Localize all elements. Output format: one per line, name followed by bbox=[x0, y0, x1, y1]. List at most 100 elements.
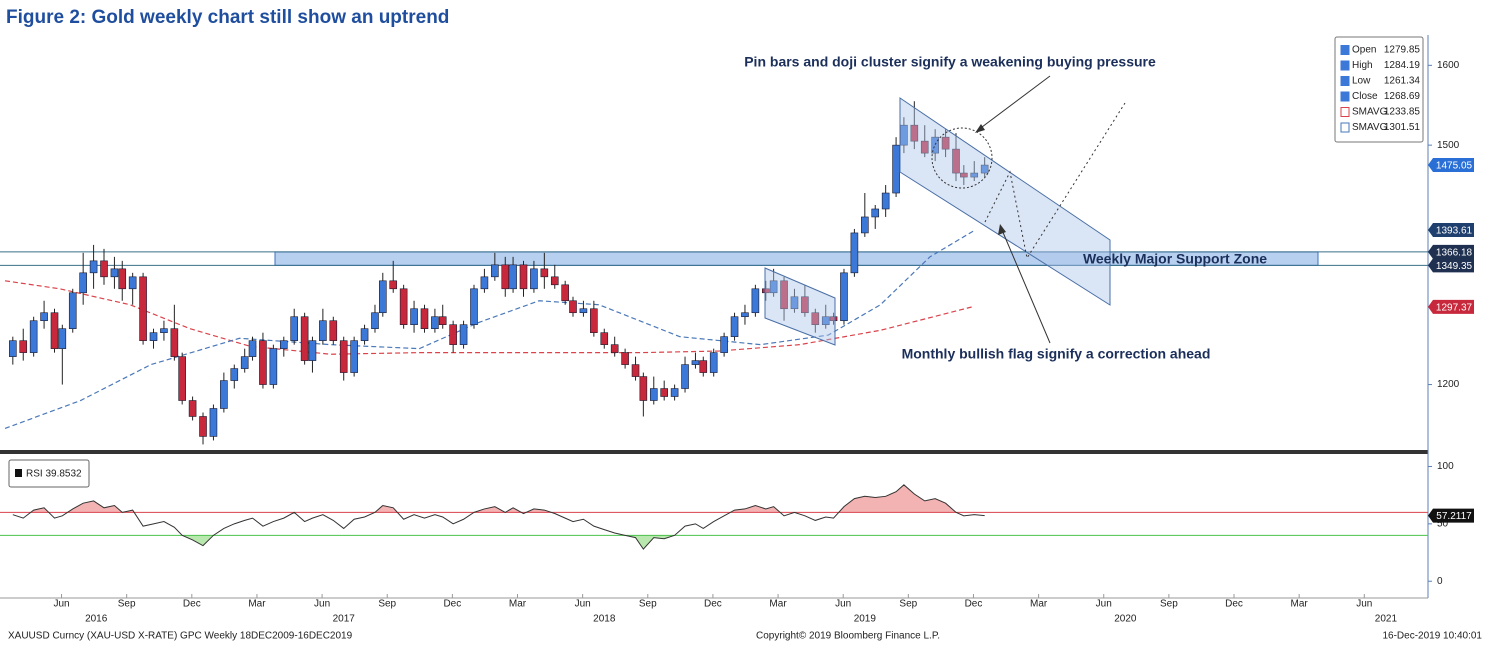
down-channel bbox=[899, 97, 1111, 306]
candle-body bbox=[449, 324, 457, 345]
price-badge bbox=[1428, 158, 1474, 173]
candle-body bbox=[610, 344, 619, 353]
candle-body bbox=[230, 368, 239, 381]
candle-body bbox=[920, 140, 929, 154]
candle-body bbox=[350, 340, 358, 373]
annotation: Monthly bullish flag signify a correctio… bbox=[902, 346, 1211, 362]
price-badge bbox=[1428, 299, 1474, 314]
candle-body bbox=[259, 340, 267, 385]
arrow-head bbox=[998, 224, 1006, 235]
legend-value: 1279.85 bbox=[1384, 45, 1421, 56]
x-year-label: 2020 bbox=[1114, 614, 1137, 625]
candle-body bbox=[509, 264, 517, 290]
candle-body bbox=[681, 364, 689, 389]
y-tick-label: 1200 bbox=[1437, 379, 1460, 390]
x-tick-label: Sep bbox=[899, 599, 917, 610]
candle-body bbox=[438, 316, 447, 326]
candle-body bbox=[960, 172, 968, 178]
candle-body bbox=[40, 312, 48, 322]
x-tick-label: Mar bbox=[248, 599, 266, 610]
candle-body bbox=[420, 308, 429, 329]
candle-body bbox=[139, 276, 147, 341]
rsi-line bbox=[12, 484, 985, 550]
candle-body bbox=[579, 308, 588, 314]
support-zone-label: Weekly Major Support Zone bbox=[1083, 250, 1267, 266]
x-tick-label: Mar bbox=[1291, 599, 1309, 610]
candle-body bbox=[389, 280, 398, 290]
candle-body bbox=[691, 360, 700, 365]
candle-body bbox=[600, 332, 609, 345]
chart-title: Figure 2: Gold weekly chart still show a… bbox=[6, 7, 449, 28]
price-badge bbox=[1428, 223, 1474, 238]
projection bbox=[984, 102, 1126, 260]
candle-body bbox=[980, 164, 989, 174]
x-tick-label: Jun bbox=[314, 599, 330, 610]
x-tick-label: Jun bbox=[1356, 599, 1372, 610]
candle-body bbox=[751, 288, 760, 314]
price-badge-label: 1475.05 bbox=[1436, 161, 1473, 172]
legend-name: Open bbox=[1352, 45, 1376, 56]
candle-body bbox=[970, 172, 979, 178]
candle-body bbox=[160, 328, 168, 333]
rsi-panel bbox=[0, 484, 1428, 550]
candle-body bbox=[58, 328, 67, 349]
candle-body bbox=[431, 316, 439, 329]
candle-body bbox=[660, 388, 668, 397]
legend-name: Close bbox=[1352, 91, 1378, 102]
candle-body bbox=[850, 232, 859, 274]
candle-body bbox=[240, 356, 249, 369]
candle-body bbox=[769, 280, 778, 294]
rsi-legend-box bbox=[8, 459, 90, 488]
candle-body bbox=[840, 272, 848, 322]
candle-body bbox=[561, 284, 569, 302]
candle-body bbox=[319, 320, 327, 341]
x-year-label: 2018 bbox=[593, 614, 616, 625]
legend-swatch bbox=[1340, 91, 1350, 102]
annotations bbox=[764, 75, 1126, 346]
legend-box bbox=[1334, 36, 1424, 143]
candle-body bbox=[220, 380, 228, 409]
candle-body bbox=[952, 148, 960, 174]
candle-body bbox=[79, 272, 87, 294]
legend-value: 1261.34 bbox=[1384, 76, 1421, 87]
rsi-legend-swatch bbox=[15, 469, 22, 477]
rsi-y-tick-label: 0 bbox=[1437, 576, 1443, 587]
x-tick-label: Dec bbox=[704, 599, 722, 610]
x-tick-label: Sep bbox=[118, 599, 136, 610]
candle-body bbox=[631, 364, 640, 377]
candle-body bbox=[29, 320, 38, 353]
candle-body bbox=[209, 408, 218, 437]
candle-body bbox=[118, 268, 127, 290]
price-badge-label: 1366.18 bbox=[1436, 248, 1473, 259]
candle-body bbox=[621, 352, 629, 365]
candle-body bbox=[128, 276, 137, 290]
candle-body bbox=[269, 348, 278, 385]
candle-body bbox=[540, 268, 549, 278]
price-badge bbox=[1428, 244, 1474, 259]
candle-body bbox=[699, 360, 708, 373]
y-tick-label: 1500 bbox=[1437, 140, 1460, 151]
candle-body bbox=[780, 280, 788, 310]
candle-body bbox=[881, 192, 890, 210]
candle-body bbox=[861, 216, 869, 234]
candle-body bbox=[590, 308, 598, 333]
candle-body bbox=[300, 316, 309, 361]
candle-body bbox=[670, 388, 679, 397]
candle-body bbox=[371, 312, 379, 329]
x-tick-label: Sep bbox=[1160, 599, 1178, 610]
candle-body bbox=[829, 316, 838, 322]
x-tick-label: Dec bbox=[183, 599, 201, 610]
candle-body bbox=[741, 312, 749, 318]
x-tick-label: Mar bbox=[1030, 599, 1048, 610]
candle-body bbox=[9, 340, 17, 357]
legend-swatch bbox=[1340, 60, 1350, 71]
candle-body bbox=[811, 312, 820, 326]
price-badge-label: 1297.37 bbox=[1436, 302, 1473, 313]
candle-body bbox=[720, 336, 728, 353]
price-badge-label: 1349.35 bbox=[1436, 261, 1473, 272]
candle-body bbox=[530, 268, 538, 290]
candle-body bbox=[378, 280, 387, 314]
candle-body bbox=[470, 288, 478, 326]
candle-body bbox=[149, 332, 158, 341]
